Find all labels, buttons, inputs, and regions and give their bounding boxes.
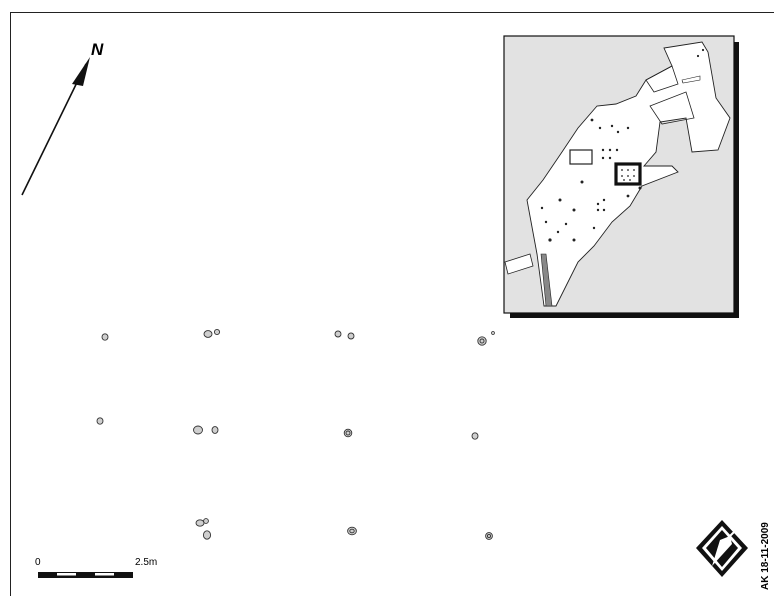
inset-features — [540, 48, 705, 242]
posthole-inner — [479, 338, 485, 344]
posthole-inner — [345, 430, 351, 436]
trowel-logo-icon — [696, 520, 748, 577]
posthole — [347, 332, 355, 340]
posthole — [347, 526, 357, 536]
north-arrow-label: N — [91, 40, 104, 59]
annex-outline — [504, 253, 534, 275]
north-arrow: N — [21, 40, 104, 196]
posthole — [203, 330, 213, 338]
author-date-stamp: AK 18-11-2009 — [760, 522, 771, 590]
inset-highlight-features — [621, 169, 635, 181]
posthole-row-3 — [195, 518, 493, 540]
posthole — [101, 333, 109, 341]
channel-outline — [540, 253, 553, 307]
map-frame — [10, 12, 774, 596]
posthole — [193, 425, 203, 435]
posthole-row-2 — [96, 417, 479, 440]
posthole — [343, 428, 353, 438]
north-arrow-head-icon — [72, 57, 90, 86]
posthole — [211, 426, 219, 434]
posthole — [195, 519, 205, 527]
north-arrow-shaft — [21, 63, 87, 196]
posthole-inner — [486, 533, 492, 539]
site-outline — [526, 41, 731, 307]
scale-bar: 0 2.5m — [35, 557, 157, 578]
posthole — [477, 336, 487, 346]
inset-highlight-box — [614, 162, 642, 186]
inset-map — [503, 35, 739, 318]
posthole — [203, 518, 209, 524]
structure-outline — [649, 91, 695, 125]
posthole — [491, 331, 495, 335]
posthole-inner — [349, 528, 355, 534]
posthole-row-1 — [101, 328, 495, 346]
posthole — [202, 530, 212, 540]
posthole — [334, 330, 342, 338]
posthole — [471, 432, 479, 440]
posthole — [485, 532, 493, 540]
posthole — [96, 417, 104, 425]
structure-outline — [645, 65, 679, 93]
scale-end-label: 2.5m — [135, 557, 157, 568]
scale-start-label: 0 — [35, 557, 41, 568]
scale-bar-segment — [95, 573, 114, 576]
scale-bar-segment — [57, 573, 76, 576]
structure-outline — [681, 75, 701, 84]
scale-bar-outline — [38, 572, 133, 578]
posthole — [213, 328, 221, 336]
